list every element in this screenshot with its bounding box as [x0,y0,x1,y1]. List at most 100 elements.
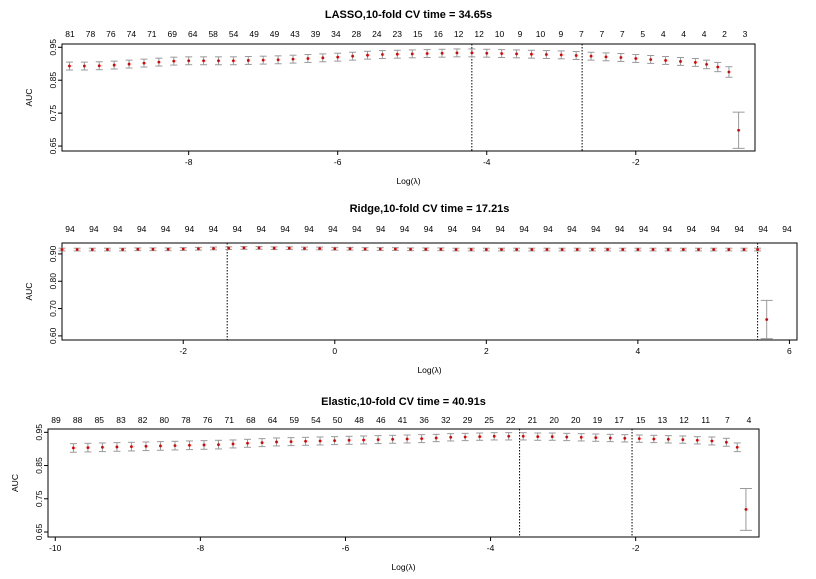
lasso-data-point [142,61,146,65]
elastic-top-axis-label: 21 [528,415,538,425]
ridge-data-point [348,247,352,251]
lasso-data-point [604,55,608,59]
ridge-top-axis-label: 94 [376,224,386,234]
elastic-top-axis-label: 76 [203,415,213,425]
elastic-data-point [391,437,395,441]
elastic-y-tick-label: 0.85 [34,457,44,474]
elastic-data-point [666,437,670,441]
elastic-data-point [376,438,380,442]
ridge-top-axis-label: 94 [89,224,99,234]
lasso-data-point [276,58,280,62]
ridge-data-point [151,247,155,251]
ridge-data-point [333,247,337,251]
ridge-data-point [636,248,640,251]
lasso-data-point [559,53,563,57]
elastic-data-point [318,439,322,443]
lasso-data-point [589,54,593,58]
ridge-data-point [515,248,519,251]
ridge-data-point [106,248,109,251]
elastic-top-axis-label: 50 [333,415,343,425]
lasso-data-point [619,56,623,59]
elastic-data-point [710,439,714,443]
elastic-data-point [333,439,336,443]
lasso-data-point [395,52,399,56]
ridge-data-point [756,248,759,251]
lasso-x-tick-label: -8 [185,157,193,167]
ridge-data-point [212,247,215,250]
lasso-data-point [693,61,697,64]
ridge-top-axis-label: 94 [639,224,649,234]
lasso-title: LASSO,10-fold CV time = 34.65s [325,9,492,21]
ridge-top-axis-label: 94 [687,224,697,234]
ridge-top-axis-label: 94 [424,224,434,234]
ridge-data-point [166,247,170,251]
ridge-data-point [318,247,322,250]
ridge-y-tick-label: 0.70 [48,300,58,317]
lasso-data-point [202,59,205,63]
elastic-x-tick-label: -2 [632,543,640,553]
ridge-top-axis-label: 94 [137,224,147,234]
ridge-data-point [303,247,306,250]
lasso-plot-frame [61,43,756,152]
lasso-data-point [82,64,86,68]
elastic-data-point [173,444,177,448]
ridge-data-point [272,246,276,250]
lasso-top-axis-label: 7 [599,29,604,39]
elastic-data-point [275,440,278,444]
ridge-top-axis-label: 94 [233,224,243,234]
lasso-data-point [544,53,548,56]
lasso-top-axis-label: 78 [86,29,96,39]
lasso-top-axis-label: 10 [536,29,546,39]
lasso-data-point [455,51,459,55]
lasso-data-point [727,70,731,74]
lasso-top-axis-label: 5 [640,29,645,39]
elastic-data-point [144,444,148,448]
lasso-data-point [530,52,533,56]
ridge-series-1 [760,299,773,340]
lasso-x-tick-label: -2 [632,157,640,167]
elastic-top-axis-label: 36 [419,415,429,425]
elastic-data-point [550,435,554,439]
ridge-data-point [560,248,564,251]
ridge-top-axis-label: 94 [352,224,362,234]
ridge-top-axis-label: 94 [113,224,123,234]
elastic-top-axis-label: 22 [506,415,516,425]
elastic-panel: Elastic,10-fold CV time = 40.91s -10 -8 -6 -… [10,396,760,572]
elastic-data-point [724,440,728,444]
ridge-data-point [697,248,700,251]
ridge-top-axis-label: 94 [209,224,219,234]
lasso-data-point [515,52,518,56]
lasso-data-point [68,64,71,68]
lasso-data-point [649,58,653,61]
elastic-top-axis-label: 88 [73,415,83,425]
ridge-top-axis-label: 94 [495,224,505,234]
elastic-data-point [744,508,748,511]
elastic-data-point [159,444,162,448]
ridge-data-point [545,248,549,251]
lasso-y-tick-label: 0.85 [48,72,58,89]
ridge-y-tick-label: 0.90 [48,245,58,262]
lasso-data-point [306,57,310,60]
elastic-y-tick-label: 0.95 [34,424,44,441]
elastic-top-axis-label: 82 [138,415,148,425]
lasso-data-point [336,55,340,59]
lasso-top-axis-label: 12 [454,29,464,39]
elastic-data-point [260,441,264,445]
elastic-top-axis-label: 41 [398,415,408,425]
elastic-top-axis-label: 15 [636,415,646,425]
ridge-top-axis-label: 94 [400,224,410,234]
ridge-top-axis-label: 94 [472,224,482,234]
elastic-data-point [420,437,424,441]
lasso-data-point [705,63,708,66]
elastic-data-point [217,443,220,447]
lasso-top-axis-label: 2 [722,29,727,39]
elastic-data-point [536,435,540,439]
elastic-data-point [202,443,206,447]
ridge-x-tick-label: 4 [636,346,641,356]
ridge-data-point [121,248,125,251]
elastic-top-axis-label: 59 [289,415,299,425]
lasso-data-point [217,59,220,63]
elastic-y-tick-label: 0.75 [34,490,44,507]
